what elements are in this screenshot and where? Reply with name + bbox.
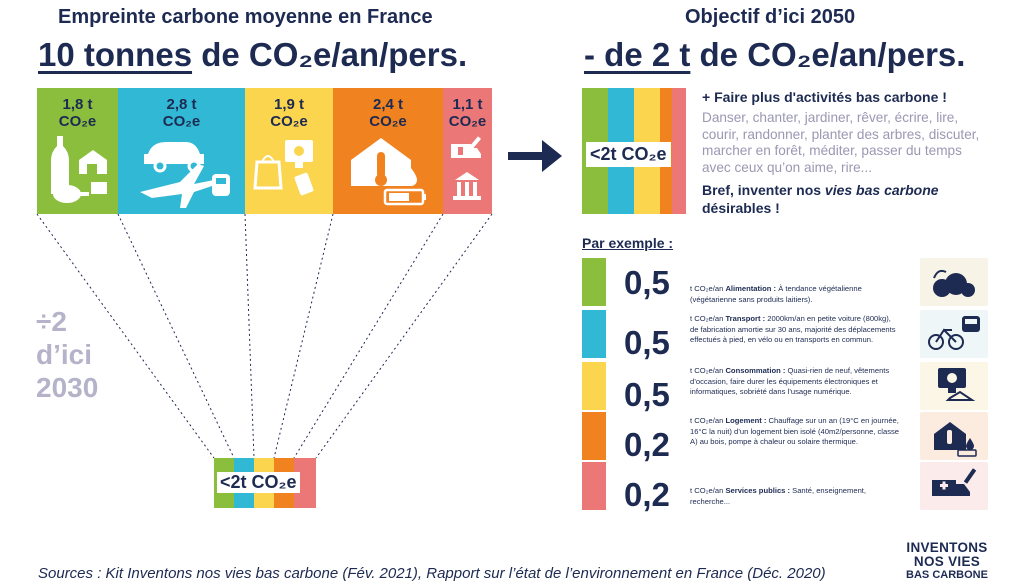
left-headline-value: 10 tonnes xyxy=(38,36,193,73)
category-transport: 2,8 t CO₂e xyxy=(118,88,245,214)
target-box-label: <2t CO₂e xyxy=(586,142,671,167)
activities-body: Danser, chanter, jardiner, rêver, écrire… xyxy=(702,110,980,175)
food-icons xyxy=(51,136,107,203)
phone-icon xyxy=(294,172,314,196)
logo: INVENTONS NOS VIES BAS CARBONE xyxy=(906,540,988,582)
category-consumption: 1,9 t CO₂e xyxy=(245,88,333,214)
ambulance-icon xyxy=(451,144,481,158)
left-subtitle: Empreinte carbone moyenne en France xyxy=(58,6,433,28)
example-consumption-desc: t CO₂e/an Consommation : Quasi-rien de n… xyxy=(690,366,890,396)
example-food-value: 0,5 xyxy=(624,264,670,301)
target-box: <2t CO₂e xyxy=(582,88,686,214)
small-box-label: <2t CO₂e xyxy=(217,472,300,493)
housing-icons xyxy=(351,138,426,206)
house-thermometer-icon xyxy=(351,138,411,186)
examples-title: Par exemple : xyxy=(582,235,674,251)
category-public-services-value: 1,1 t CO₂e xyxy=(448,96,487,130)
small-strip-services xyxy=(294,458,316,508)
activities-title: + Faire plus d'activités bas carbone ! xyxy=(702,89,947,105)
example-public-services: 0,2 t CO₂e/an Services publics : Santé, … xyxy=(582,462,992,513)
example-public-services-desc: t CO₂e/an Services publics : Santé, ense… xyxy=(690,486,867,506)
building-icon xyxy=(453,172,481,200)
train-icon xyxy=(212,174,230,196)
computer-hanger-icon xyxy=(920,362,988,410)
plane-icon xyxy=(140,164,218,208)
example-housing: 0,2 t CO₂e/an Logement : Chauffage sur u… xyxy=(582,412,992,463)
example-housing-bar xyxy=(582,412,606,460)
battery-icon xyxy=(383,188,426,206)
transport-icons xyxy=(140,142,230,208)
left-headline: 10 tonnes de CO₂e/an/pers. xyxy=(38,36,467,74)
chicken-leg-icon xyxy=(53,185,89,203)
bottle-icon xyxy=(51,136,69,194)
example-transport: 0,5 t CO₂e/an Transport : 2000km/an en p… xyxy=(582,310,992,361)
syringe-icon xyxy=(468,136,482,150)
ambulance-syringe-icon xyxy=(920,462,988,510)
house-heat-icon xyxy=(920,412,988,460)
category-transport-value: 2,8 t CO₂e xyxy=(162,96,201,130)
example-food-bar xyxy=(582,258,606,306)
category-public-services: 1,1 t CO₂e xyxy=(443,88,492,214)
example-housing-desc: t CO₂e/an Logement : Chauffage sur un an… xyxy=(690,416,900,446)
category-food-value: 1,8 t CO₂e xyxy=(58,96,97,130)
arrow-right-icon xyxy=(508,140,562,172)
sources-text: Sources : Kit Inventons nos vies bas car… xyxy=(38,565,826,582)
example-food: 0,5 t CO₂e/an Alimentation : À tendance … xyxy=(582,258,992,306)
example-transport-desc: t CO₂e/an Transport : 2000km/an en petit… xyxy=(690,314,896,344)
food-basket-icon xyxy=(920,258,988,306)
example-consumption-value: 0,5 xyxy=(624,376,670,413)
divide-text: ÷2 d’ici 2030 xyxy=(36,306,99,403)
example-transport-bar xyxy=(582,310,606,358)
right-subtitle: Objectif d’ici 2050 xyxy=(685,6,856,28)
right-headline-value: - de 2 t xyxy=(584,36,691,73)
right-headline: - de 2 t de CO₂e/an/pers. xyxy=(584,36,965,74)
public-services-icons xyxy=(451,136,482,200)
category-housing: 2,4 t CO₂e xyxy=(333,88,443,214)
example-public-services-value: 0,2 xyxy=(624,476,670,513)
house-food-icon xyxy=(79,150,107,174)
example-consumption-bar xyxy=(582,362,606,410)
category-housing-value: 2,4 t CO₂e xyxy=(369,96,407,130)
small-target-box: <2t CO₂e xyxy=(214,458,316,508)
example-consumption: 0,5 t CO₂e/an Consommation : Quasi-rien … xyxy=(582,362,992,413)
example-food-desc: t CO₂e/an Alimentation : À tendance végé… xyxy=(690,284,862,304)
consumption-icons xyxy=(253,140,314,196)
bicycle-bus-icon xyxy=(920,310,988,358)
example-public-services-bar xyxy=(582,462,606,510)
example-transport-value: 0,5 xyxy=(624,324,670,361)
right-headline-unit: de CO₂e/an/pers. xyxy=(690,36,966,73)
activities-conclusion: Bref, inventer nos vies bas carbone dési… xyxy=(702,182,939,216)
target-strip-services xyxy=(672,88,686,214)
shopping-bag-icon xyxy=(253,155,283,190)
category-consumption-value: 1,9 t CO₂e xyxy=(270,96,308,130)
left-headline-unit: de CO₂e/an/pers. xyxy=(192,36,468,73)
example-housing-value: 0,2 xyxy=(624,426,670,463)
car-icon xyxy=(144,142,204,173)
category-food: 1,8 t CO₂e xyxy=(37,88,118,214)
monitor-icon xyxy=(285,140,313,168)
